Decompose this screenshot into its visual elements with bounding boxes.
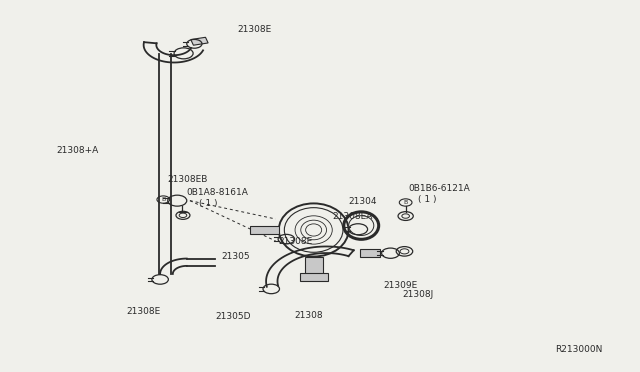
Bar [360,249,380,257]
Bar [191,37,208,45]
Bar [300,273,328,281]
Text: 0B1B6-6121A: 0B1B6-6121A [409,184,470,193]
Text: 21308EA: 21308EA [333,212,373,221]
Text: 21308E: 21308E [127,307,161,316]
Circle shape [179,213,187,218]
Text: 21308E: 21308E [237,25,272,34]
Text: 21305: 21305 [221,252,250,261]
Ellipse shape [284,208,343,252]
Text: 21308E: 21308E [279,237,313,246]
Circle shape [400,249,409,254]
Text: B: B [161,197,165,202]
Text: ( 1 ): ( 1 ) [419,195,437,204]
Text: 21308+A: 21308+A [57,146,99,155]
Circle shape [402,214,410,218]
Text: 21304: 21304 [349,197,377,206]
Text: B: B [404,200,408,205]
Text: 21305D: 21305D [215,312,251,321]
Text: 21308EB: 21308EB [168,175,208,184]
Text: 21308: 21308 [294,311,323,320]
Text: R213000N: R213000N [555,346,602,355]
Bar [305,257,323,277]
Text: ( 1 ): ( 1 ) [200,199,218,208]
Bar [250,225,279,234]
Text: 21308J: 21308J [403,291,434,299]
Ellipse shape [349,216,374,235]
Text: 21309E: 21309E [383,281,418,290]
Text: 0B1A8-8161A: 0B1A8-8161A [187,188,249,197]
